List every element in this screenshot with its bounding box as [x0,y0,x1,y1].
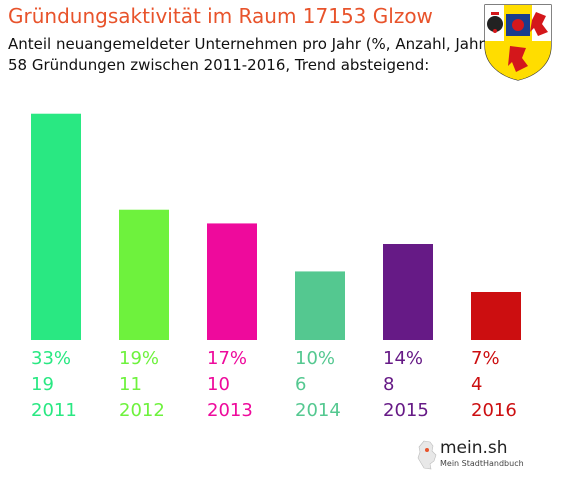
bar-2014 [295,271,345,340]
bar-chart: 33% 19 2011 19% 11 2012 17% 10 2013 10% 6 2014 14% 8 2… [31,113,521,421]
logo-subtitle: Mein StadtHandbuch [440,459,524,468]
chart-title: Gründungsaktivität im Raum 17153 Glzow [8,4,433,28]
count-label-2015: 8 [383,374,394,395]
count-label-2012: 11 [119,374,142,395]
coat-of-arms-icon [484,4,552,81]
bar-2015 [383,244,433,340]
bar-2013 [207,223,257,340]
percent-label-2014: 10% [295,348,335,369]
count-label-2014: 6 [295,374,306,395]
year-label-2016: 2016 [471,400,517,421]
bar-2011 [31,113,81,340]
count-label-2011: 19 [31,374,54,395]
percent-label-2013: 17% [207,348,247,369]
labels-group: 33% 19 2011 19% 11 2012 17% 10 2013 10% 6 2014 14% 8 2… [31,348,517,421]
year-label-2013: 2013 [207,400,253,421]
year-label-2014: 2014 [295,400,341,421]
site-logo[interactable]: mein.sh Mein StadtHandbuch [416,438,526,474]
logo-text: mein.sh [440,438,508,458]
percent-label-2011: 33% [31,348,71,369]
count-label-2013: 10 [207,374,230,395]
germany-map-icon [417,440,437,470]
chart-subtitle: Anteil neuangemeldeter Unternehmen pro J… [8,35,491,53]
bars-group [31,113,521,340]
percent-label-2012: 19% [119,348,159,369]
bar-2016 [471,292,521,340]
year-label-2012: 2012 [119,400,165,421]
year-label-2011: 2011 [31,400,77,421]
bar-2012 [119,209,169,340]
count-label-2016: 4 [471,374,482,395]
percent-label-2016: 7% [471,348,500,369]
chart-summary: 58 Gründungen zwischen 2011-2016, Trend … [8,56,430,74]
percent-label-2015: 14% [383,348,423,369]
year-label-2015: 2015 [383,400,429,421]
